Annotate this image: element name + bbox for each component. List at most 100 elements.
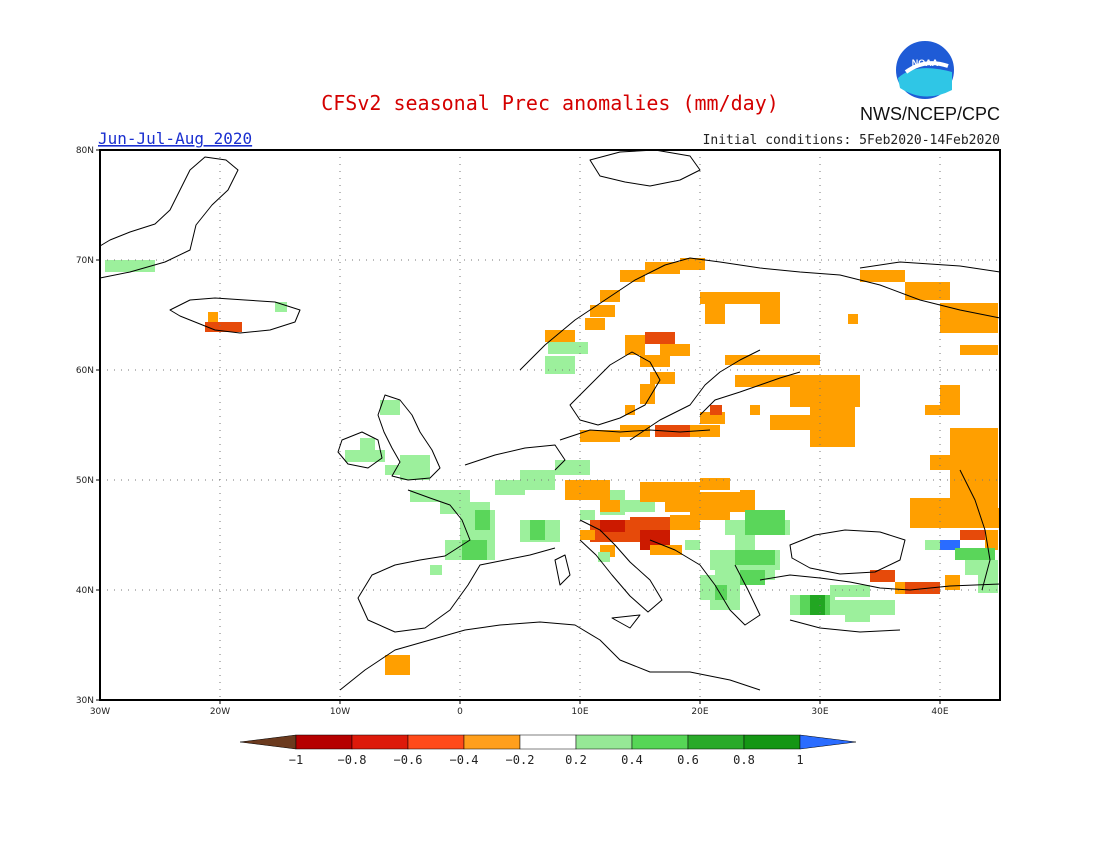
chart-title: CFSv2 seasonal Prec anomalies (mm/day) [321, 91, 779, 115]
anomaly-cell [590, 305, 615, 317]
anomaly-cell [940, 540, 960, 550]
legend-arrow-left [239, 734, 297, 750]
africa-coast [339, 621, 761, 691]
legend-label: −0.6 [394, 753, 423, 767]
anomaly-cell [380, 400, 400, 415]
ireland-coast [337, 431, 383, 469]
anomaly-cell [965, 560, 998, 575]
lon-label-10e: 10E [571, 707, 588, 717]
lon-label-30w: 30W [90, 707, 110, 717]
anomaly-cell [770, 415, 820, 430]
anomaly-cell [545, 330, 575, 342]
black-sea-coast [789, 529, 906, 575]
anomaly-cell [810, 595, 825, 615]
lon-label-10w: 10W [330, 707, 350, 717]
anomaly-cell [650, 372, 675, 384]
legend-label: −1 [289, 753, 303, 767]
anomaly-cell [555, 460, 590, 475]
axis-labels: 80N 70N 60N 50N 40N 30N 30W 20W 10W 0 10… [76, 146, 949, 717]
anomaly-cell [548, 342, 588, 354]
anomaly-cell [545, 356, 575, 374]
anomaly-cell [625, 335, 645, 355]
anomaly-cell [475, 510, 490, 530]
anomaly-cell [848, 314, 858, 324]
anomaly-cell [930, 455, 950, 470]
anomaly-cell [670, 545, 682, 555]
lat-label-30n: 30N [76, 696, 94, 706]
anomaly-cell [530, 520, 545, 540]
legend-label: 0.6 [677, 753, 699, 767]
anomaly-cell [700, 478, 730, 490]
anomaly-cell [620, 270, 645, 282]
anomaly-cell [760, 304, 780, 324]
lat-label-40n: 40N [76, 586, 94, 596]
color-legend [239, 734, 857, 750]
anomaly-cell [625, 500, 655, 512]
noaa-logo-icon: NOAA [894, 39, 956, 101]
anomaly-cell [835, 600, 895, 615]
novaya-zemlya-coast [859, 261, 1001, 273]
legend-labels: −1 −0.8 −0.6 −0.4 −0.2 0.2 0.4 0.6 0.8 1 [289, 753, 804, 767]
anomaly-cell [860, 270, 905, 282]
anomaly-cell [945, 575, 960, 590]
legend-swatch [743, 734, 801, 750]
anomaly-cell [940, 303, 998, 333]
anomaly-cell [205, 322, 242, 332]
anomaly-cell [710, 600, 740, 610]
anomaly-cell [275, 302, 287, 312]
anomaly-cell [600, 500, 620, 512]
legend-label: −0.8 [338, 753, 367, 767]
legend-label: 0.8 [733, 753, 755, 767]
agency-label: NWS/NCEP/CPC [860, 104, 1000, 124]
anomaly-cell [645, 332, 675, 344]
map-frame [99, 149, 1001, 701]
anomaly-cell [725, 355, 820, 365]
anomaly-cell [700, 292, 780, 304]
anomaly-cell [208, 312, 218, 322]
anomaly-cell [950, 428, 998, 508]
anomaly-cell [705, 304, 725, 324]
legend-swatch [519, 734, 577, 750]
anomaly-cell [845, 612, 870, 622]
anomaly-cell [735, 375, 860, 387]
legend-swatch [631, 734, 689, 750]
lat-label-60n: 60N [76, 366, 94, 376]
anomaly-cell [640, 355, 670, 367]
lon-label-30e: 30E [811, 707, 828, 717]
anomaly-cell [580, 510, 595, 520]
legend-label: 0.4 [621, 753, 643, 767]
anomaly-cell [740, 490, 755, 510]
anomaly-cell [710, 405, 722, 415]
anomaly-cell [585, 318, 605, 330]
legend-label: 0.2 [565, 753, 587, 767]
anomaly-cell [905, 282, 950, 300]
anomaly-cell [540, 480, 555, 490]
anomaly-cell [870, 570, 895, 582]
greenland-coast [99, 156, 239, 279]
anomaly-cell [345, 450, 385, 462]
lon-label-0: 0 [457, 707, 463, 717]
legend-swatch [463, 734, 521, 750]
legend-arrow-right [799, 734, 857, 750]
anomaly-cell [625, 405, 635, 415]
anomaly-cell [640, 384, 655, 404]
caspian-coast [959, 469, 991, 591]
anomaly-cell [600, 520, 625, 532]
anomaly-cell [925, 405, 945, 415]
anomaly-cell [398, 655, 410, 665]
anomaly-cell [598, 552, 610, 562]
anomaly-cell [410, 490, 470, 502]
period-label: Jun-Jul-Aug 2020 [98, 129, 252, 148]
anomaly-cell [360, 438, 375, 450]
anomaly-cell [650, 545, 670, 555]
anomaly-cell [430, 565, 442, 575]
lat-label-50n: 50N [76, 476, 94, 486]
graticule [100, 150, 1000, 700]
legend-swatch [575, 734, 633, 750]
anomaly-cell [830, 585, 870, 597]
anomaly-cell [960, 530, 985, 540]
anomaly-cell [690, 425, 720, 437]
legend-swatch [295, 734, 353, 750]
legend-label: −0.4 [450, 753, 479, 767]
